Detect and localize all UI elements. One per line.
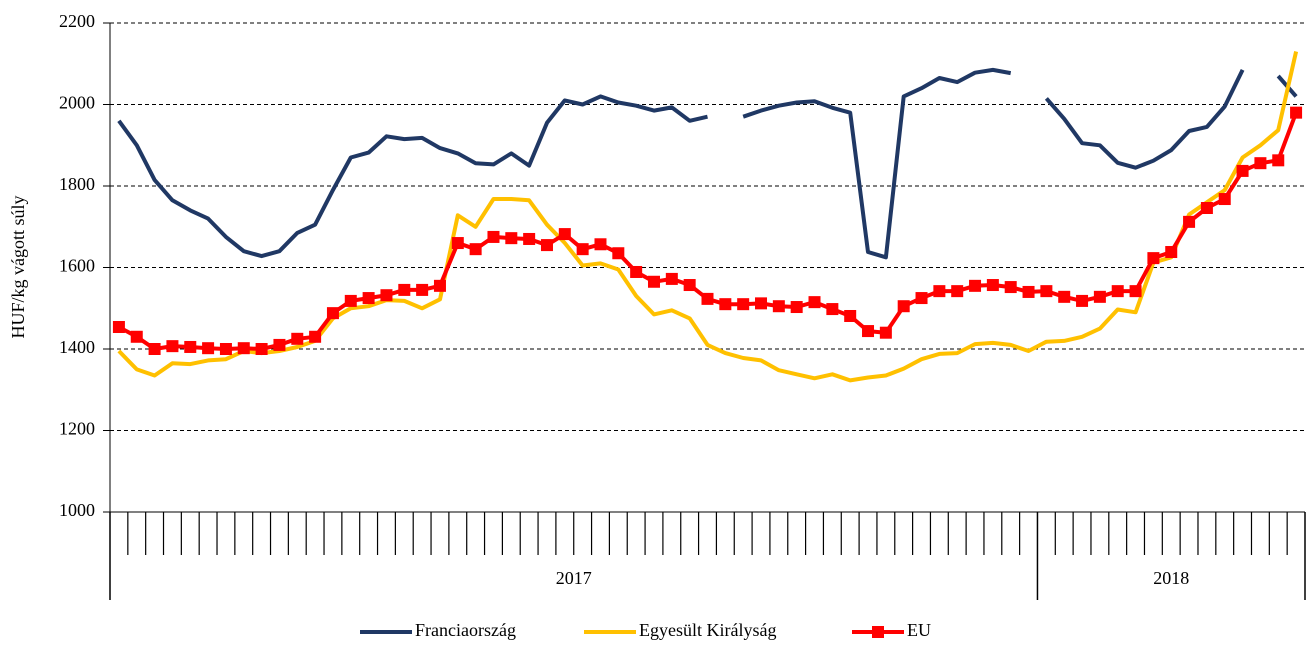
series-marker: [433, 279, 446, 292]
series-marker: [1183, 215, 1196, 228]
series-marker: [273, 338, 286, 351]
legend-label: Franciaország: [415, 620, 516, 640]
series-marker: [326, 307, 339, 320]
series-marker: [1218, 193, 1231, 206]
series-marker: [737, 298, 750, 311]
series-marker: [879, 326, 892, 339]
y-tick-label: 1400: [59, 337, 95, 357]
series-marker: [1290, 106, 1303, 119]
series-marker: [558, 228, 571, 241]
series-marker: [683, 279, 696, 292]
series-marker: [362, 292, 375, 305]
series-marker: [1076, 294, 1089, 307]
series-marker: [148, 343, 161, 355]
x-group-label: 2018: [1153, 568, 1189, 588]
series-marker: [202, 342, 215, 355]
series-marker: [951, 285, 964, 298]
series-marker: [647, 275, 660, 288]
series-line: [117, 111, 1298, 351]
series-marker: [1093, 290, 1106, 303]
series-line: [117, 51, 1299, 383]
series-marker: [772, 300, 785, 313]
y-tick-label: 2000: [59, 93, 95, 113]
series-marker: [933, 285, 946, 298]
series-marker: [915, 292, 928, 305]
series-marker: [130, 330, 143, 343]
series-marker: [1111, 285, 1124, 298]
series-marker: [862, 325, 875, 338]
series-marker: [1254, 157, 1267, 170]
series-marker: [112, 320, 125, 333]
series-marker: [826, 303, 839, 316]
series-marker: [1236, 164, 1249, 177]
series-marker: [1272, 154, 1285, 167]
series-marker: [701, 292, 714, 305]
series-marker: [1129, 285, 1142, 298]
series-marker: [612, 247, 625, 260]
series-marker: [184, 340, 197, 353]
series-marker: [594, 238, 607, 251]
series-marker: [576, 243, 589, 256]
series-marker: [844, 309, 857, 322]
series-marker: [808, 296, 821, 309]
series-marker: [309, 330, 322, 343]
series-marker: [505, 232, 518, 245]
series-marker: [291, 332, 304, 345]
series-marker: [719, 298, 732, 311]
series-line: [117, 67, 1298, 260]
series-marker: [166, 340, 179, 353]
y-tick-label: 2200: [59, 11, 95, 31]
series-marker: [755, 297, 768, 310]
series-marker: [986, 279, 999, 292]
series-marker: [237, 342, 250, 355]
y-tick-label: 1600: [59, 256, 95, 276]
series-marker: [416, 283, 429, 296]
series-marker: [1058, 290, 1071, 303]
y-axis-label: HUF/kg vágott súly: [8, 195, 28, 338]
series-marker: [665, 272, 678, 285]
series-marker: [451, 237, 464, 250]
series-marker: [1147, 252, 1160, 265]
x-group-label: 2017: [556, 568, 592, 588]
series-marker: [897, 300, 910, 313]
legend-label: EU: [907, 620, 931, 640]
legend-marker: [872, 626, 884, 638]
y-tick-label: 1800: [59, 174, 95, 194]
series-marker: [398, 283, 411, 296]
series-marker: [790, 301, 803, 314]
series-marker: [1022, 285, 1035, 298]
y-tick-label: 1200: [59, 419, 95, 439]
series-marker: [219, 343, 232, 355]
series-marker: [1200, 202, 1213, 215]
series-marker: [487, 230, 500, 243]
series-marker: [380, 289, 393, 302]
series-marker: [1165, 246, 1178, 259]
series-marker: [540, 239, 553, 252]
series-marker: [469, 243, 482, 256]
series-marker: [630, 265, 643, 278]
series-marker: [255, 343, 268, 355]
y-tick-label: 1000: [59, 500, 95, 520]
series-marker: [344, 294, 357, 307]
series-marker: [523, 232, 536, 245]
series-marker: [969, 279, 982, 292]
series-marker: [1040, 285, 1053, 298]
series-marker: [1004, 281, 1017, 294]
legend-label: Egyesült Királyság: [639, 620, 776, 640]
